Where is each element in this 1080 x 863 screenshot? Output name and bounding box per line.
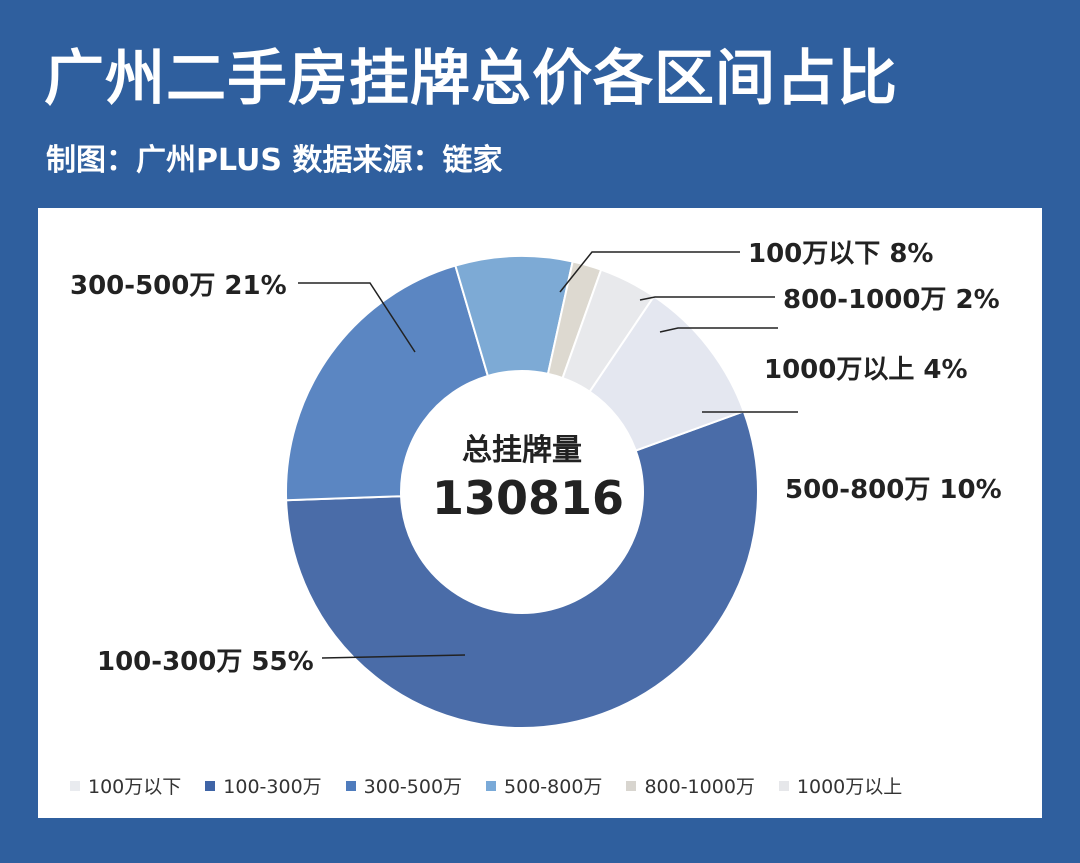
leader-line-100 <box>559 251 740 293</box>
chart-legend: 100万以下 100-300万 300-500万 500-800万 800-1000万 1… <box>70 772 926 799</box>
legend-label: 100万以下 <box>88 776 182 798</box>
legend-item-300-500: 300-500万 <box>345 772 463 799</box>
legend-label: 500-800万 <box>504 776 603 798</box>
legend-swatch <box>486 780 497 791</box>
legend-item-100-300: 100-300万 <box>205 772 322 799</box>
leader-line-100-300 <box>321 654 466 659</box>
legend-swatch <box>345 780 356 791</box>
data-label-500-800: 500-800万 10% <box>785 475 1002 505</box>
center-value: 130816 <box>432 471 624 525</box>
legend-item-500-800: 500-800万 <box>486 772 602 799</box>
legend-swatch <box>626 780 637 791</box>
legend-swatch <box>70 780 80 791</box>
data-label-800-1000: 800-1000万 2% <box>783 285 1000 315</box>
label-leader-lines <box>298 251 798 659</box>
data-label-100-300: 100-300万 55% <box>97 647 314 677</box>
donut-hole <box>401 371 643 613</box>
legend-label: 100-300万 <box>223 776 322 798</box>
legend-swatch <box>205 780 216 791</box>
leader-line-1000 <box>659 327 778 333</box>
data-label-1000: 1000万以上 4% <box>764 355 968 385</box>
legend-label: 800-1000万 <box>644 776 755 798</box>
legend-label: 1000万以上 <box>796 776 903 798</box>
data-label-300-500: 300-500万 21% <box>70 271 287 301</box>
center-label: 总挂牌量 <box>462 433 582 468</box>
data-labels: 100-300万 55% 300-500万 21% 100万以下 8% 800-100… <box>70 239 1002 677</box>
leader-line-300-500 <box>298 282 416 353</box>
legend-item-1000: 1000万以上 <box>778 772 903 799</box>
legend-label: 300-500万 <box>363 776 463 798</box>
leader-line-800-1000 <box>639 296 775 301</box>
legend-item-100: 100万以下 <box>70 772 181 799</box>
legend-swatch <box>778 780 789 791</box>
legend-item-800-1000: 800-1000万 <box>626 772 755 799</box>
page-subtitle: 制图：广州PLUS 数据来源：链家 <box>46 143 503 178</box>
data-label-100: 100万以下 8% <box>748 239 933 269</box>
page-title: 广州二手房挂牌总价各区间占比 <box>44 44 898 114</box>
